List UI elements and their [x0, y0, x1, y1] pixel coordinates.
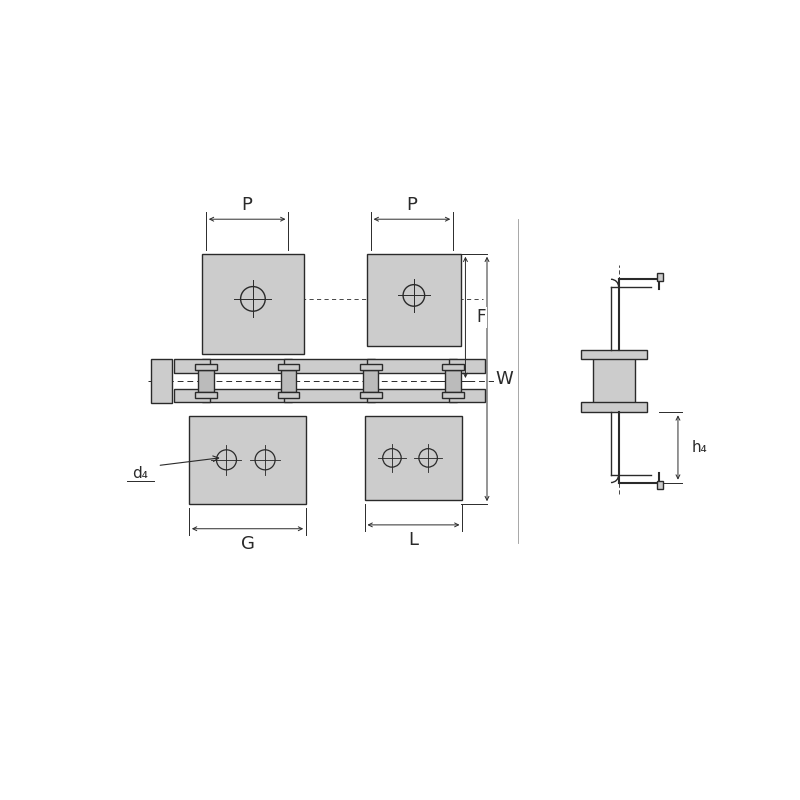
Bar [360, 364, 382, 370]
Text: G: G [241, 535, 254, 553]
Text: W: W [495, 370, 513, 388]
Text: P: P [242, 196, 253, 214]
Bar [363, 370, 378, 392]
Bar [657, 481, 663, 489]
Text: F: F [476, 308, 486, 326]
Bar [367, 254, 461, 346]
Bar [582, 350, 646, 359]
Bar [281, 370, 296, 392]
Bar [278, 392, 299, 398]
Bar [150, 358, 172, 403]
Text: h₄: h₄ [692, 440, 707, 455]
Bar [365, 415, 462, 500]
Text: P: P [406, 196, 418, 214]
Bar [582, 402, 646, 412]
Bar [195, 392, 217, 398]
Bar [442, 392, 464, 398]
Bar [450, 389, 486, 402]
Bar [198, 370, 214, 392]
Text: d₄: d₄ [133, 466, 149, 481]
Bar [367, 389, 457, 402]
Bar [189, 415, 306, 504]
Text: L: L [409, 531, 418, 550]
Bar [657, 273, 663, 281]
Bar [195, 364, 217, 370]
Bar [285, 359, 374, 373]
Bar [285, 389, 374, 402]
Bar [442, 364, 464, 370]
Bar [202, 254, 304, 354]
Bar [174, 359, 210, 373]
Bar [174, 389, 210, 402]
Bar [202, 359, 292, 373]
Bar [278, 364, 299, 370]
Bar [360, 392, 382, 398]
Bar [202, 389, 292, 402]
Bar [593, 358, 635, 404]
Bar [446, 370, 461, 392]
Bar [450, 359, 486, 373]
Bar [367, 359, 457, 373]
